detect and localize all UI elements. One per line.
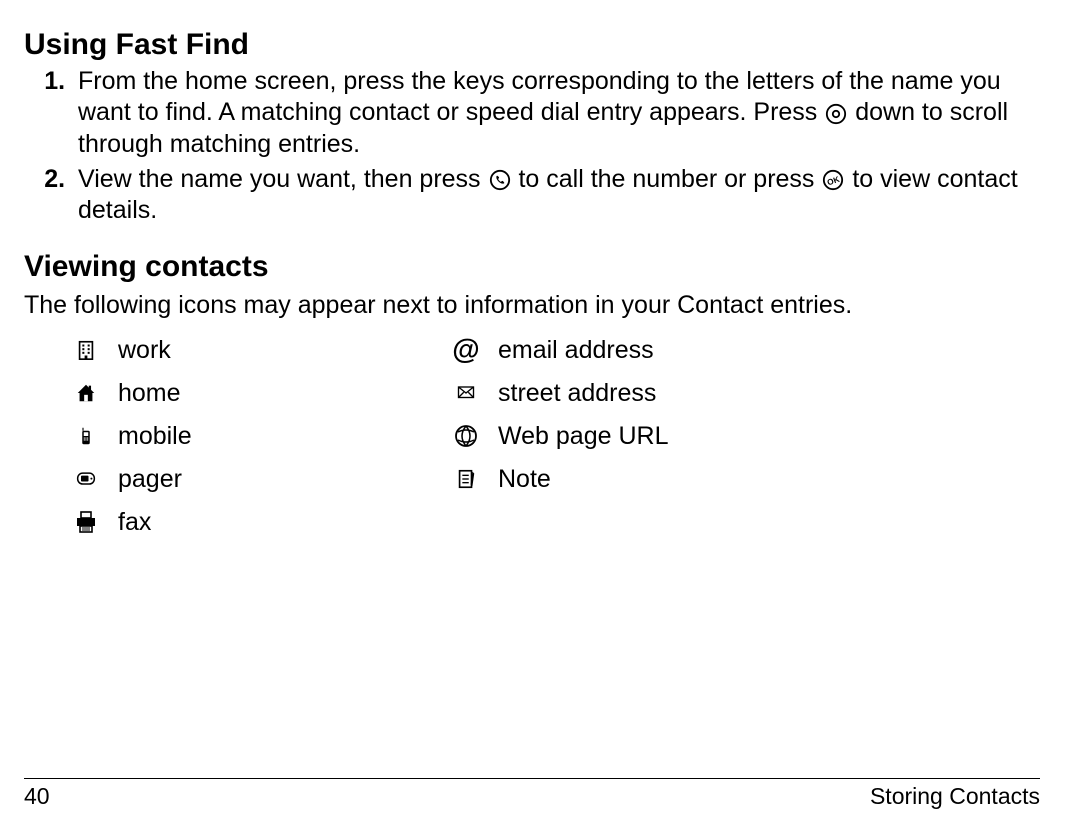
step-2-pre: View the name you want, then press — [78, 165, 488, 193]
icon-row-fax: fax — [72, 508, 452, 537]
icon-row-work: work — [72, 336, 452, 365]
icon-row-pager: pager — [72, 465, 452, 494]
building-icon — [72, 336, 100, 364]
page-footer: 40 Storing Contacts — [24, 778, 1040, 810]
house-icon — [72, 379, 100, 407]
icon-row-street: street address — [452, 379, 872, 408]
svg-text:OK: OK — [826, 175, 841, 188]
heading-viewing-contacts: Viewing contacts — [24, 250, 1040, 284]
envelope-icon — [452, 379, 480, 407]
pager-icon — [72, 465, 100, 493]
label-note: Note — [498, 465, 551, 494]
mobile-icon — [72, 422, 100, 450]
label-street: street address — [498, 379, 656, 408]
call-icon — [488, 168, 512, 192]
label-home: home — [118, 379, 181, 408]
step-1: From the home screen, press the keys cor… — [72, 66, 1040, 160]
label-work: work — [118, 336, 171, 365]
icon-row-note: Note — [452, 465, 872, 494]
icon-row-home: home — [72, 379, 452, 408]
step-2: View the name you want, then press to ca… — [72, 164, 1040, 227]
at-icon: @ — [452, 336, 480, 364]
note-icon — [452, 465, 480, 493]
nav-circle-icon — [824, 102, 848, 126]
label-email: email address — [498, 336, 654, 365]
icon-row-mobile: mobile — [72, 422, 452, 451]
footer-section-title: Storing Contacts — [870, 783, 1040, 810]
label-fax: fax — [118, 508, 151, 537]
fax-icon — [72, 508, 100, 536]
icon-row-web: Web page URL — [452, 422, 872, 451]
label-pager: pager — [118, 465, 182, 494]
globe-icon — [452, 422, 480, 450]
heading-fast-find: Using Fast Find — [24, 28, 1040, 62]
label-mobile: mobile — [118, 422, 192, 451]
step-2-mid: to call the number or press — [518, 165, 821, 193]
ok-icon: OK — [821, 168, 845, 192]
contact-icons-grid: work @ email address home — [72, 336, 1040, 537]
icon-row-email: @ email address — [452, 336, 872, 365]
viewing-contacts-intro: The following icons may appear next to i… — [24, 290, 1040, 321]
page-number: 40 — [24, 783, 50, 810]
svg-text:@: @ — [453, 337, 479, 363]
fast-find-steps: From the home screen, press the keys cor… — [24, 66, 1040, 226]
label-web: Web page URL — [498, 422, 668, 451]
